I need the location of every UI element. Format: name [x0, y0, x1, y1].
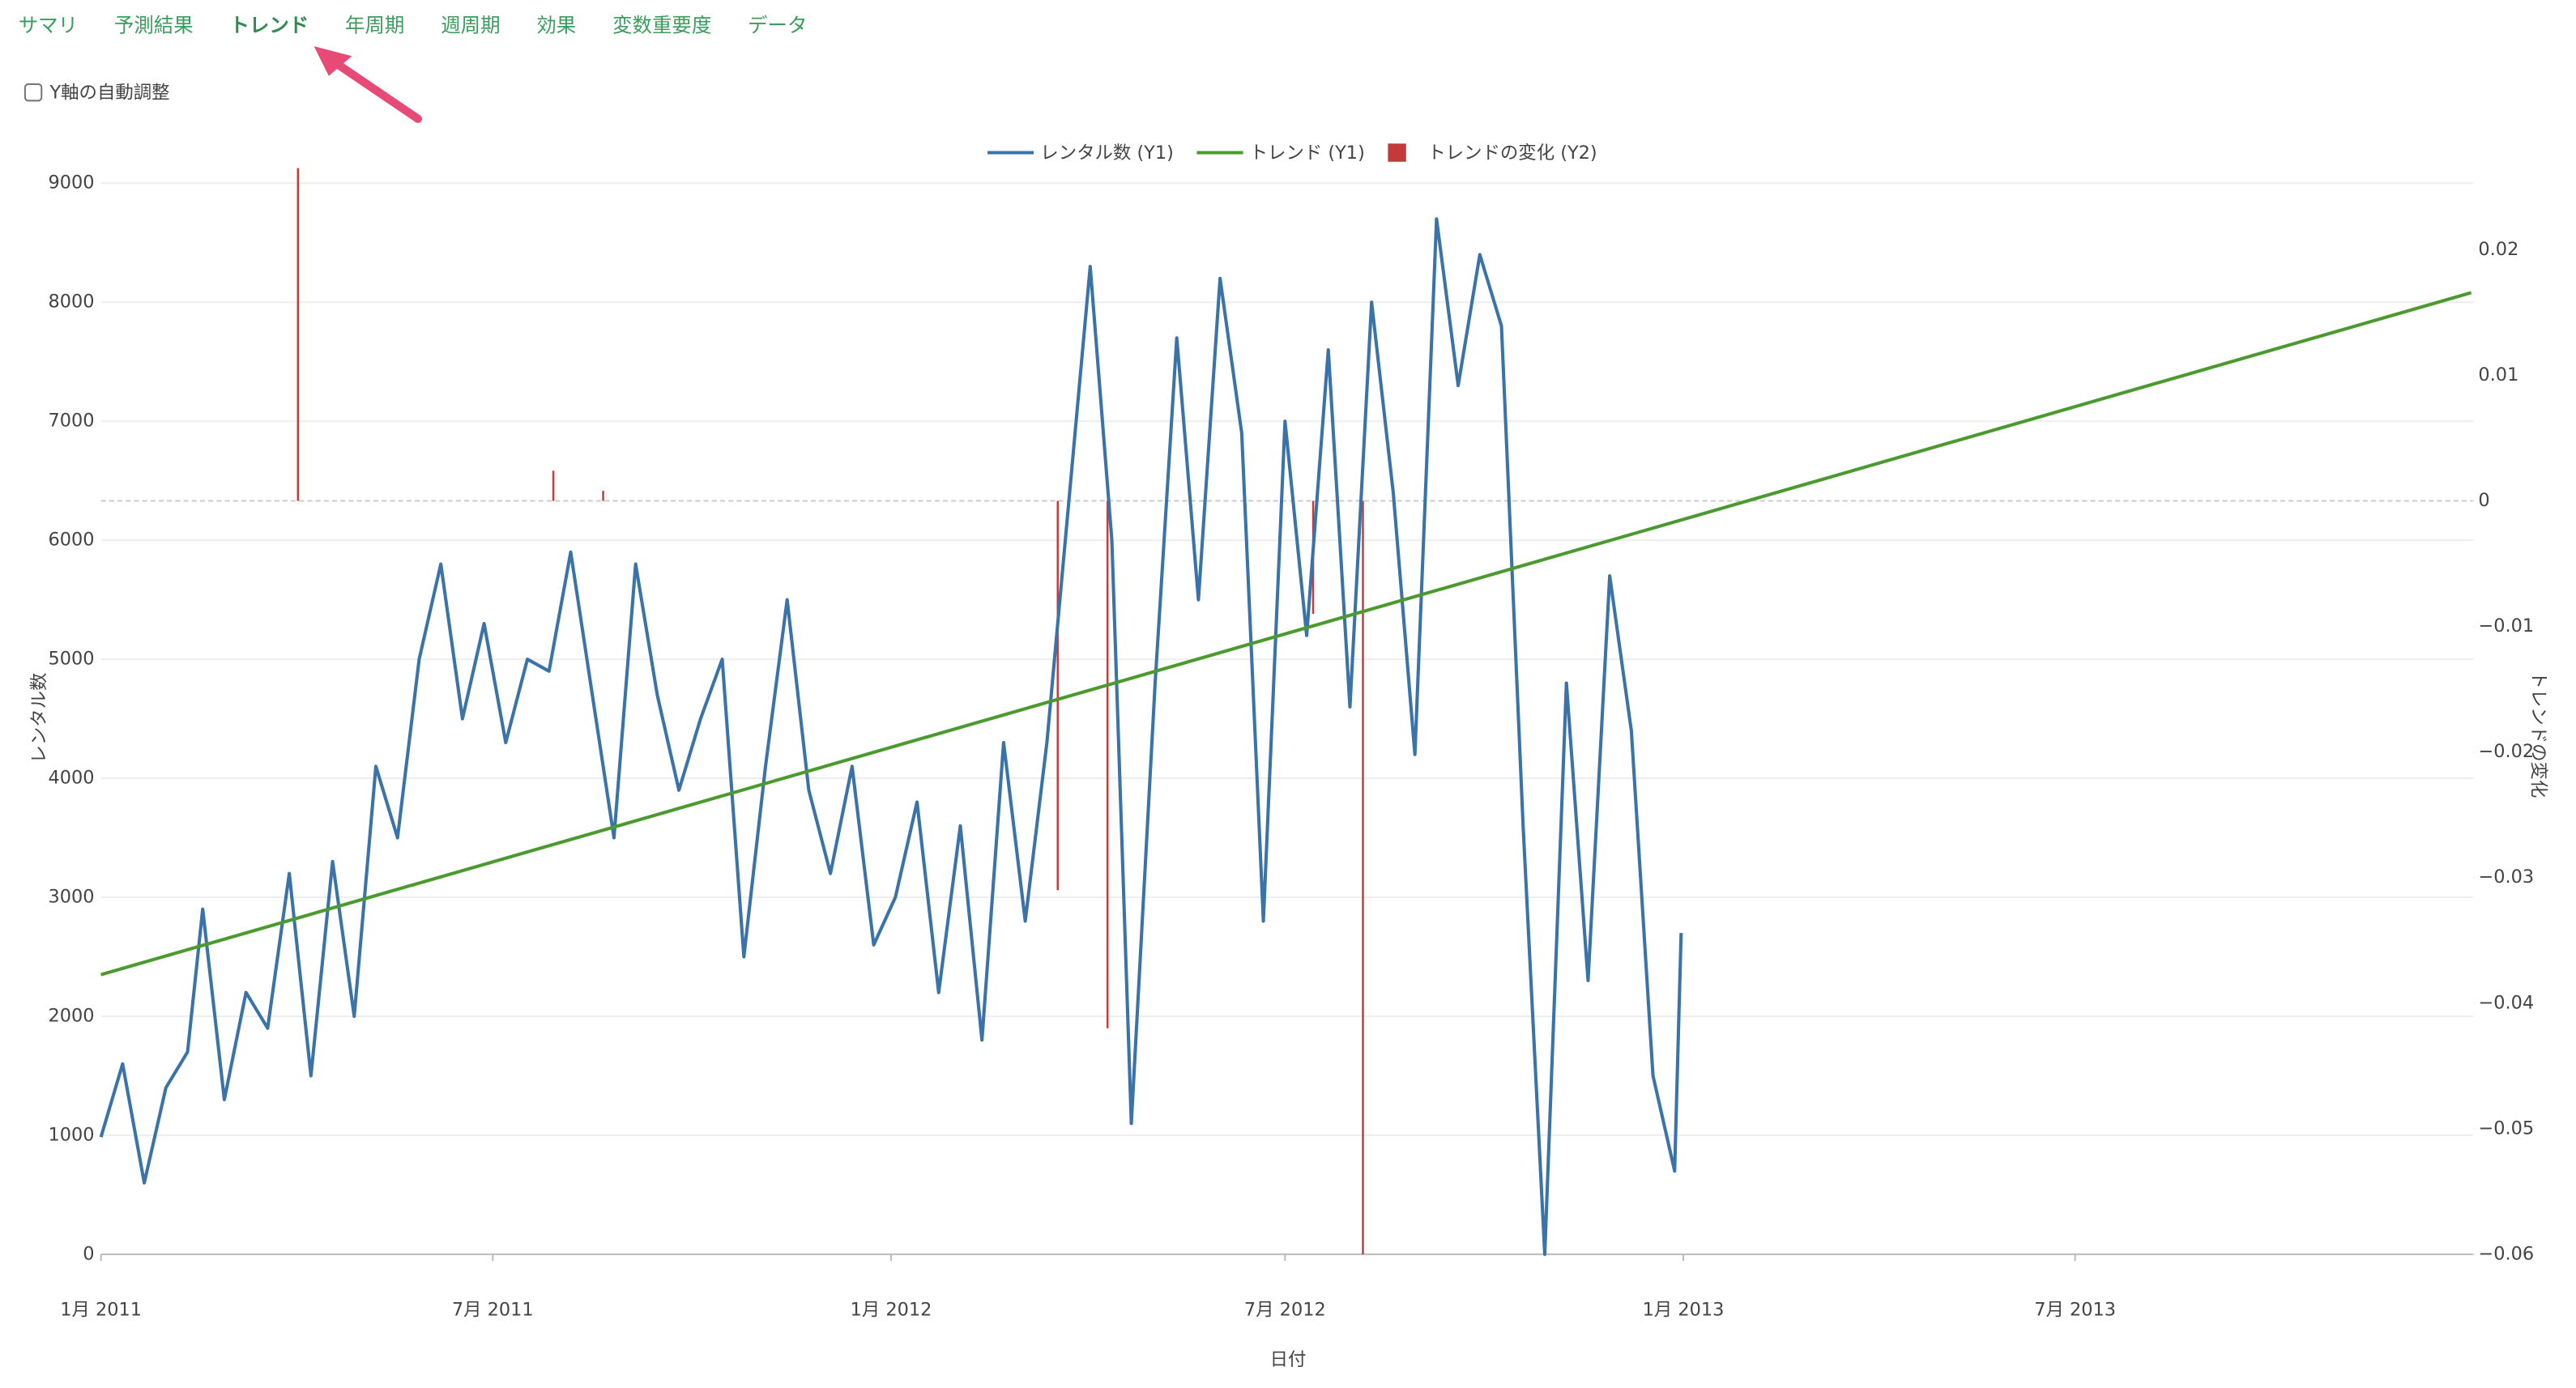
- checkbox-label[interactable]: Y軸の自動調整: [49, 83, 169, 104]
- legend-label: トレンド (Y1): [1250, 143, 1365, 164]
- annotation-arrow-head: [313, 46, 352, 76]
- tab[interactable]: 週周期: [441, 14, 500, 37]
- y2-tick-label: −0.02: [2478, 741, 2534, 762]
- y2-tick-label: −0.06: [2478, 1243, 2534, 1264]
- tab[interactable]: データ: [748, 14, 807, 37]
- annotation-arrow: [326, 55, 423, 123]
- bar: [552, 470, 555, 501]
- y2-tick-label: −0.05: [2478, 1118, 2534, 1139]
- x-tick-label: 7月 2013: [2034, 1300, 2116, 1321]
- y-tick-label: 7000: [48, 411, 94, 432]
- x-tick-label: 1月 2012: [851, 1300, 932, 1321]
- x-tick-label: 1月 2011: [60, 1300, 142, 1321]
- y-tick-label: 2000: [48, 1005, 94, 1026]
- y-axis-title: レンタル数: [29, 673, 50, 764]
- y2-tick-label: 0: [2478, 490, 2489, 511]
- line-series: [99, 217, 1683, 1256]
- x-tick-label: 7月 2012: [1244, 1300, 1326, 1321]
- y2-tick-label: 0.01: [2478, 364, 2518, 385]
- bar: [1056, 500, 1059, 891]
- legend-label: トレンドの変化 (Y2): [1427, 143, 1597, 164]
- tab[interactable]: サマリ: [19, 14, 78, 37]
- tab[interactable]: トレンド: [229, 14, 309, 37]
- y-tick-label: 6000: [48, 530, 94, 551]
- x-tick-label: 7月 2011: [452, 1300, 534, 1321]
- y-tick-label: 4000: [48, 768, 94, 789]
- checkbox[interactable]: [23, 83, 43, 102]
- y-tick-label: 5000: [48, 649, 94, 670]
- tab[interactable]: 年周期: [345, 14, 404, 37]
- bar: [1362, 500, 1364, 1254]
- legend-swatch: [1388, 143, 1406, 162]
- y2-tick-label: 0.02: [2478, 239, 2518, 260]
- legend: レンタル数 (Y1) トレンド (Y1) トレンドの変化 (Y2): [987, 143, 1597, 164]
- x-axis-title: 日付: [1270, 1349, 1307, 1370]
- y2-tick-label: −0.01: [2478, 615, 2534, 637]
- y2-tick-label: −0.04: [2478, 992, 2534, 1013]
- y2-axis-title: トレンドの変化: [2527, 671, 2548, 798]
- y-tick-label: 3000: [48, 887, 94, 908]
- tab-bar: サマリ 予測結果 トレンド 年周期 週周期 効果 変数重要度 データ: [19, 14, 808, 37]
- tab[interactable]: 予測結果: [114, 14, 194, 37]
- x-tick-label: 1月 2013: [1643, 1300, 1725, 1321]
- y2-tick-label: −0.03: [2478, 866, 2534, 888]
- legend-label: レンタル数 (Y1): [1040, 143, 1174, 164]
- y-tick-label: 0: [83, 1243, 94, 1264]
- y-tick-label: 1000: [48, 1124, 94, 1145]
- y-tick-label: 8000: [48, 292, 94, 313]
- bar: [1106, 500, 1109, 1028]
- y-tick-label: 9000: [48, 172, 94, 194]
- bar: [296, 168, 300, 501]
- bar: [602, 491, 604, 501]
- tab[interactable]: 変数重要度: [612, 14, 711, 37]
- line-series: [100, 291, 2472, 977]
- tab[interactable]: 効果: [536, 14, 576, 37]
